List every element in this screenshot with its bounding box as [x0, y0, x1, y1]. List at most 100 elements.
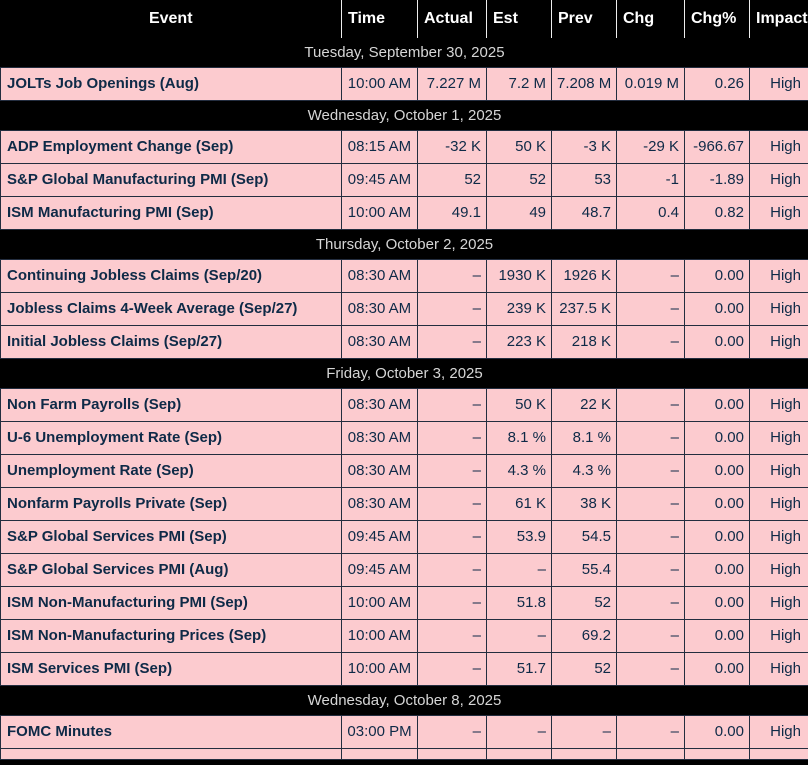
- chgpct-cell: 0.00: [685, 716, 750, 749]
- time-cell: 10:00 AM: [342, 68, 418, 101]
- time-cell: 09:45 AM: [342, 521, 418, 554]
- prev-cell: 8.1 %: [552, 422, 617, 455]
- date-separator-label: Friday, October 3, 2025: [1, 359, 808, 389]
- actual-cell: –: [418, 455, 487, 488]
- partial-cell: [342, 749, 418, 760]
- prev-cell: 55.4: [552, 554, 617, 587]
- event-row: S&P Global Services PMI (Aug)09:45 AM––5…: [1, 554, 808, 587]
- event-name-cell: S&P Global Services PMI (Aug): [1, 554, 342, 587]
- time-cell: 08:30 AM: [342, 488, 418, 521]
- time-cell: 10:00 AM: [342, 620, 418, 653]
- event-name-cell: Continuing Jobless Claims (Sep/20): [1, 260, 342, 293]
- impact-cell: High: [750, 653, 808, 686]
- chg-cell: –: [617, 716, 685, 749]
- event-name-cell: S&P Global Manufacturing PMI (Sep): [1, 164, 342, 197]
- impact-cell: High: [750, 260, 808, 293]
- prev-cell: –: [552, 716, 617, 749]
- time-cell: 08:30 AM: [342, 455, 418, 488]
- event-name-cell: Jobless Claims 4-Week Average (Sep/27): [1, 293, 342, 326]
- header-row: EventTimeActualEstPrevChgChg%Impact: [1, 0, 808, 38]
- column-header-event: Event: [1, 0, 342, 38]
- time-cell: 03:00 PM: [342, 716, 418, 749]
- date-separator-label: Tuesday, September 30, 2025: [1, 38, 808, 68]
- partial-next-row: [1, 749, 808, 760]
- column-header-time: Time: [342, 0, 418, 38]
- prev-cell: 52: [552, 653, 617, 686]
- column-header-chgpct: Chg%: [685, 0, 750, 38]
- est-cell: 50 K: [487, 131, 552, 164]
- chg-cell: –: [617, 260, 685, 293]
- event-name-cell: ISM Non-Manufacturing PMI (Sep): [1, 587, 342, 620]
- est-cell: 52: [487, 164, 552, 197]
- event-name-cell: S&P Global Services PMI (Sep): [1, 521, 342, 554]
- chg-cell: –: [617, 455, 685, 488]
- date-separator-row: Friday, October 3, 2025: [1, 359, 808, 389]
- chg-cell: –: [617, 521, 685, 554]
- chgpct-cell: 0.00: [685, 521, 750, 554]
- est-cell: 51.8: [487, 587, 552, 620]
- impact-cell: High: [750, 197, 808, 230]
- est-cell: 53.9: [487, 521, 552, 554]
- actual-cell: –: [418, 389, 487, 422]
- impact-cell: High: [750, 293, 808, 326]
- column-header-impact: Impact: [750, 0, 808, 38]
- event-row: FOMC Minutes03:00 PM––––0.00High: [1, 716, 808, 749]
- chg-cell: –: [617, 587, 685, 620]
- est-cell: –: [487, 716, 552, 749]
- event-row: U-6 Unemployment Rate (Sep)08:30 AM–8.1 …: [1, 422, 808, 455]
- chg-cell: –: [617, 620, 685, 653]
- event-row: S&P Global Manufacturing PMI (Sep)09:45 …: [1, 164, 808, 197]
- event-name-cell: JOLTs Job Openings (Aug): [1, 68, 342, 101]
- actual-cell: 52: [418, 164, 487, 197]
- event-name-cell: Nonfarm Payrolls Private (Sep): [1, 488, 342, 521]
- prev-cell: 69.2: [552, 620, 617, 653]
- time-cell: 08:30 AM: [342, 293, 418, 326]
- est-cell: 1930 K: [487, 260, 552, 293]
- chg-cell: –: [617, 422, 685, 455]
- chgpct-cell: 0.00: [685, 587, 750, 620]
- time-cell: 08:30 AM: [342, 389, 418, 422]
- chg-cell: –: [617, 488, 685, 521]
- impact-cell: High: [750, 389, 808, 422]
- prev-cell: -3 K: [552, 131, 617, 164]
- impact-cell: High: [750, 716, 808, 749]
- impact-cell: High: [750, 68, 808, 101]
- event-row: ADP Employment Change (Sep)08:15 AM-32 K…: [1, 131, 808, 164]
- event-row: Jobless Claims 4-Week Average (Sep/27)08…: [1, 293, 808, 326]
- impact-cell: High: [750, 521, 808, 554]
- chg-cell: 0.019 M: [617, 68, 685, 101]
- chgpct-cell: 0.00: [685, 653, 750, 686]
- est-cell: 8.1 %: [487, 422, 552, 455]
- event-name-cell: Initial Jobless Claims (Sep/27): [1, 326, 342, 359]
- event-name-cell: FOMC Minutes: [1, 716, 342, 749]
- event-row: ISM Non-Manufacturing Prices (Sep)10:00 …: [1, 620, 808, 653]
- chgpct-cell: -1.89: [685, 164, 750, 197]
- time-cell: 08:30 AM: [342, 260, 418, 293]
- time-cell: 09:45 AM: [342, 164, 418, 197]
- chg-cell: –: [617, 326, 685, 359]
- actual-cell: –: [418, 653, 487, 686]
- partial-cell: [685, 749, 750, 760]
- impact-cell: High: [750, 422, 808, 455]
- column-header-chg: Chg: [617, 0, 685, 38]
- chg-cell: –: [617, 554, 685, 587]
- actual-cell: -32 K: [418, 131, 487, 164]
- impact-cell: High: [750, 164, 808, 197]
- actual-cell: –: [418, 521, 487, 554]
- chg-cell: –: [617, 653, 685, 686]
- partial-cell: [552, 749, 617, 760]
- chgpct-cell: 0.82: [685, 197, 750, 230]
- actual-cell: –: [418, 293, 487, 326]
- event-row: Unemployment Rate (Sep)08:30 AM–4.3 %4.3…: [1, 455, 808, 488]
- chgpct-cell: 0.00: [685, 389, 750, 422]
- chgpct-cell: 0.00: [685, 326, 750, 359]
- event-row: Non Farm Payrolls (Sep)08:30 AM–50 K22 K…: [1, 389, 808, 422]
- prev-cell: 38 K: [552, 488, 617, 521]
- est-cell: –: [487, 554, 552, 587]
- est-cell: 51.7: [487, 653, 552, 686]
- impact-cell: High: [750, 455, 808, 488]
- date-separator-row: Thursday, October 2, 2025: [1, 230, 808, 260]
- est-cell: 49: [487, 197, 552, 230]
- actual-cell: –: [418, 587, 487, 620]
- event-name-cell: ISM Services PMI (Sep): [1, 653, 342, 686]
